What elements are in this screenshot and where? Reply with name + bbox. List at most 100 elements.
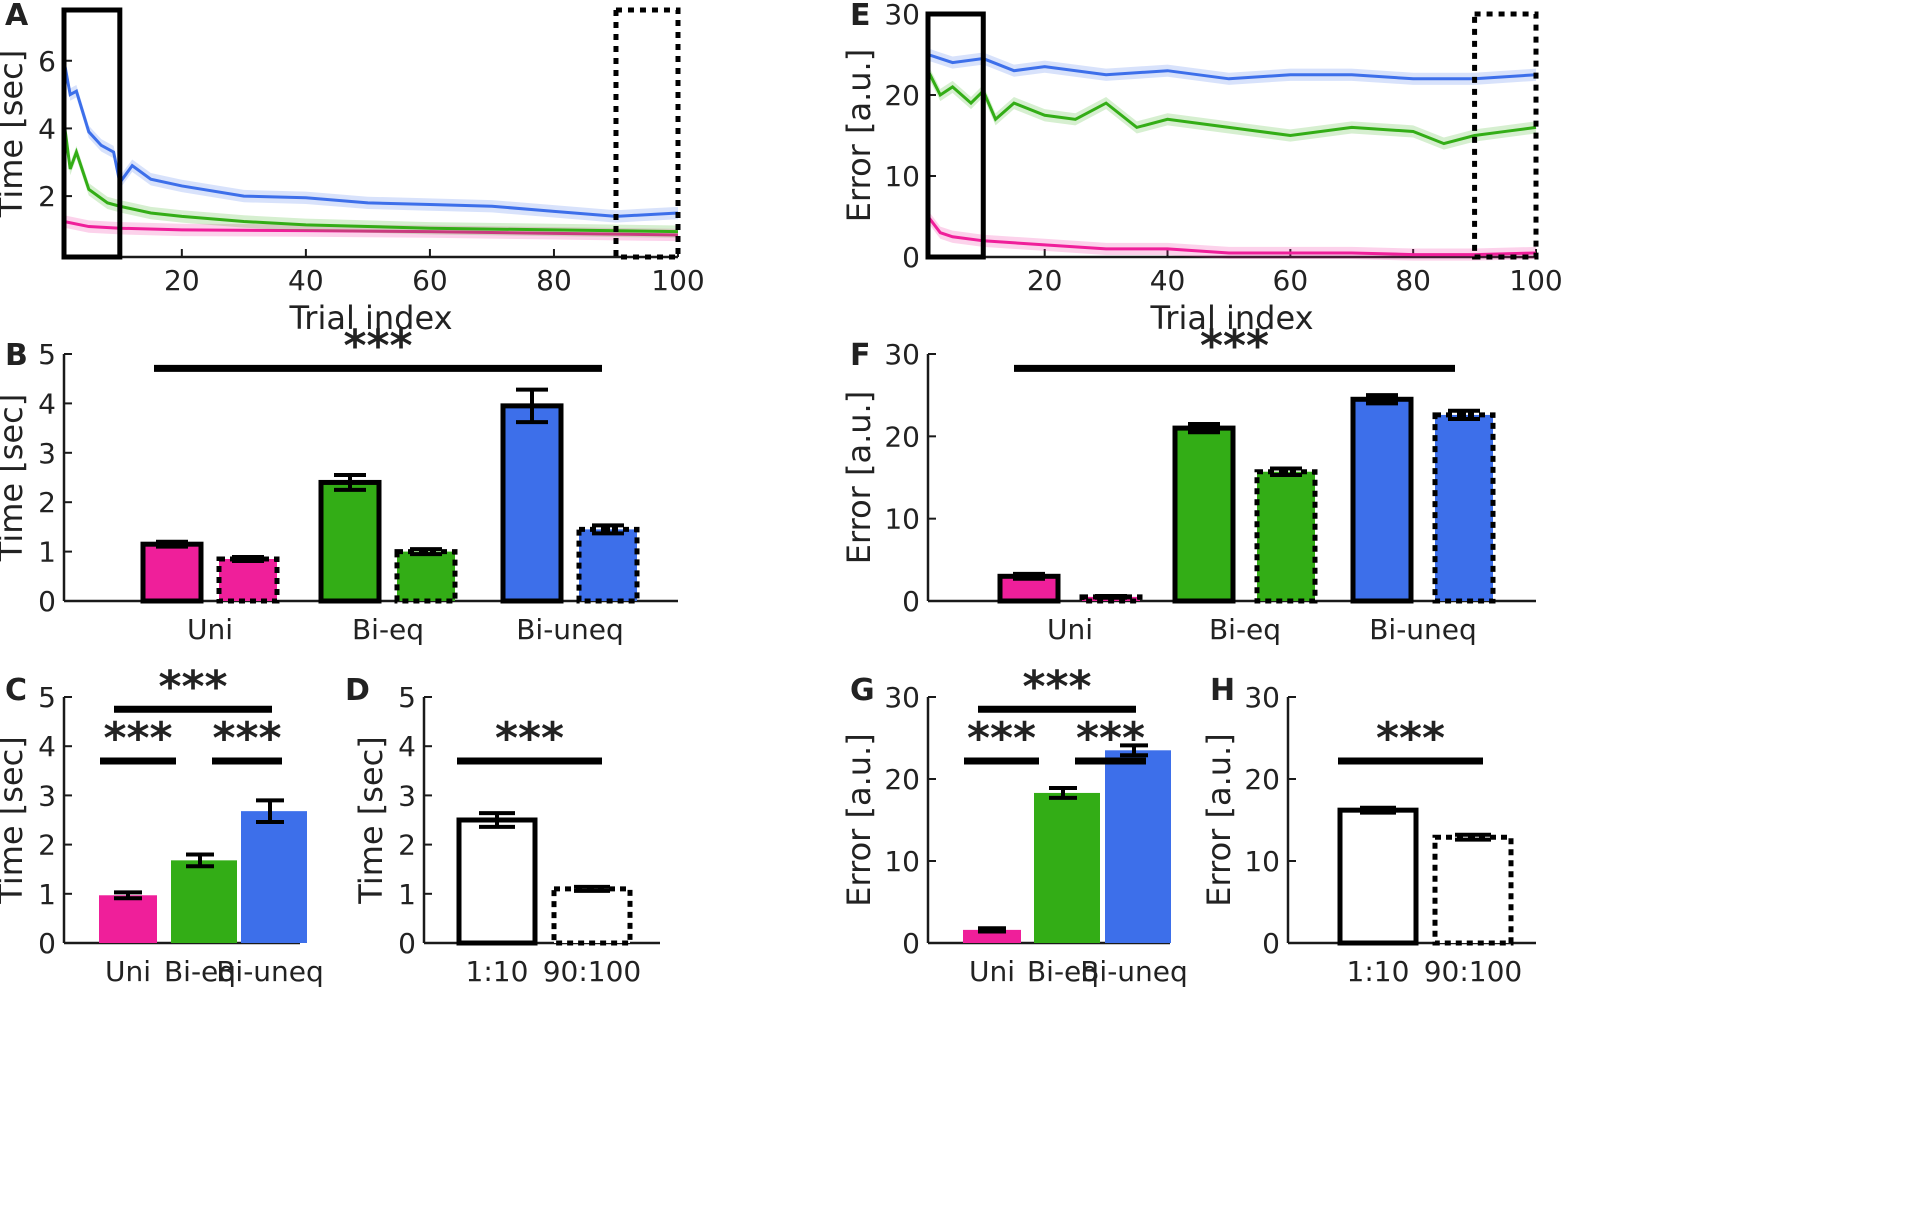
series-line-bi-eq — [62, 121, 679, 234]
bar-90-100 — [551, 886, 633, 946]
panel-letter: D — [345, 673, 370, 708]
panel-letter: G — [850, 673, 875, 708]
trial-window-box — [61, 7, 123, 260]
y-tick-label: 0 — [902, 927, 920, 960]
x-tick-label: Bi-uneq — [1369, 613, 1477, 646]
panel-letter: H — [1210, 673, 1235, 708]
y-axis-label: Error [a.u.] — [840, 733, 878, 906]
bar-bi-uneq — [1105, 750, 1171, 943]
y-tick-label: 5 — [38, 681, 56, 714]
y-axis-label: Time [sec] — [352, 736, 390, 904]
y-tick-label: 10 — [884, 845, 920, 878]
bar-bi-uneq-early — [1350, 396, 1414, 604]
x-tick-label: 60 — [1273, 264, 1309, 297]
series-line-bi-eq — [926, 70, 1537, 146]
series-line-bi-uneq — [927, 53, 1537, 81]
x-tick-label: Bi-uneq — [516, 613, 624, 646]
significance-stars: *** — [1200, 320, 1269, 371]
y-tick-label: 4 — [38, 112, 56, 145]
panel-a: 2 4 6 Time [sec] A 20 40 60 80 100 Trial index — [0, 0, 705, 337]
x-tick-label: 20 — [1027, 264, 1063, 297]
trial-window-box — [925, 11, 986, 260]
bar-uni — [963, 929, 1021, 943]
bar-1-10 — [1337, 807, 1419, 946]
y-tick-label: 2 — [38, 829, 56, 862]
significance-stars: *** — [1022, 661, 1091, 712]
significance-stars: *** — [343, 320, 412, 371]
y-tick-label: 30 — [884, 681, 920, 714]
series-band-bi-eq — [64, 115, 678, 238]
y-tick-label: 20 — [884, 420, 920, 453]
x-tick-label: 80 — [1395, 264, 1431, 297]
x-tick-label: 1:10 — [466, 955, 529, 988]
y-tick-label: 0 — [1262, 927, 1280, 960]
y-tick-label: 0 — [902, 585, 920, 618]
y-tick-label: 4 — [38, 387, 56, 420]
x-tick-label: Bi-eq — [352, 613, 424, 646]
x-tick-label: Uni — [1047, 613, 1093, 646]
y-tick-label: 5 — [398, 681, 416, 714]
trial-window-box — [613, 7, 681, 260]
panel-letter: A — [5, 0, 29, 33]
y-tick-label: 1 — [38, 536, 56, 569]
y-tick-label: 10 — [884, 160, 920, 193]
y-tick-label: 0 — [38, 927, 56, 960]
y-axis-label: Error [a.u.] — [1200, 733, 1238, 906]
bar-uni-early — [140, 541, 204, 604]
bar-bi-uneq-late — [576, 526, 640, 604]
y-tick-label: 2 — [38, 486, 56, 519]
y-tick-label: 4 — [38, 730, 56, 763]
y-axis-label: Error [a.u.] — [840, 391, 878, 564]
y-tick-label: 10 — [1244, 845, 1280, 878]
bar-uni-late — [216, 556, 280, 604]
y-tick-label: 20 — [1244, 763, 1280, 796]
bar-bi-eq — [171, 860, 237, 943]
significance-stars: *** — [1376, 713, 1445, 764]
y-tick-label: 3 — [398, 779, 416, 812]
significance-stars: *** — [158, 661, 227, 712]
bar-bi-eq-late — [1254, 469, 1318, 604]
x-tick-label: Uni — [969, 955, 1015, 988]
y-tick-label: 3 — [38, 779, 56, 812]
x-tick-label: Bi-eq — [164, 955, 236, 988]
bar-bi-uneq-late — [1432, 412, 1496, 604]
y-axis-label: Time [sec] — [0, 736, 30, 904]
trial-window-box — [1472, 11, 1539, 260]
significance-stars: *** — [1076, 713, 1145, 764]
x-tick-label: 1:10 — [1347, 955, 1410, 988]
x-tick-label: Bi-eq — [1209, 613, 1281, 646]
significance-stars: *** — [495, 713, 564, 764]
y-tick-label: 30 — [884, 0, 920, 31]
y-tick-label: 0 — [902, 241, 920, 274]
y-tick-label: 2 — [38, 180, 56, 213]
y-tick-label: 30 — [884, 338, 920, 371]
bar-90-100 — [1432, 834, 1514, 946]
series-band-uni — [64, 215, 678, 242]
panel-b: 0 1 2 3 4 5 Time [sec] B Uni Bi-eq Bi-uneq *** — [0, 320, 678, 646]
x-tick-label: Bi-eq — [1027, 955, 1099, 988]
bar-bi-uneq — [241, 811, 307, 943]
x-tick-label: 40 — [1150, 264, 1186, 297]
bar-uni — [99, 895, 157, 943]
y-tick-label: 20 — [884, 79, 920, 112]
panel-letter: E — [850, 0, 871, 33]
y-tick-label: 0 — [38, 585, 56, 618]
x-tick-label: 20 — [164, 264, 200, 297]
x-tick-label: Bi-uneq — [1080, 955, 1188, 988]
y-axis-label: Error [a.u.] — [840, 49, 878, 222]
x-tick-label: 90:100 — [1424, 955, 1523, 988]
y-tick-label: 0 — [398, 927, 416, 960]
bar-bi-eq-late — [394, 549, 458, 604]
panel-letter: F — [850, 338, 871, 373]
bar-bi-eq-early — [318, 479, 382, 604]
x-axis-label: Trial index — [1149, 299, 1313, 337]
y-tick-label: 2 — [398, 829, 416, 862]
x-tick-label: 60 — [412, 264, 448, 297]
series-line-bi-uneq — [62, 60, 679, 218]
x-tick-label: 100 — [651, 264, 704, 297]
